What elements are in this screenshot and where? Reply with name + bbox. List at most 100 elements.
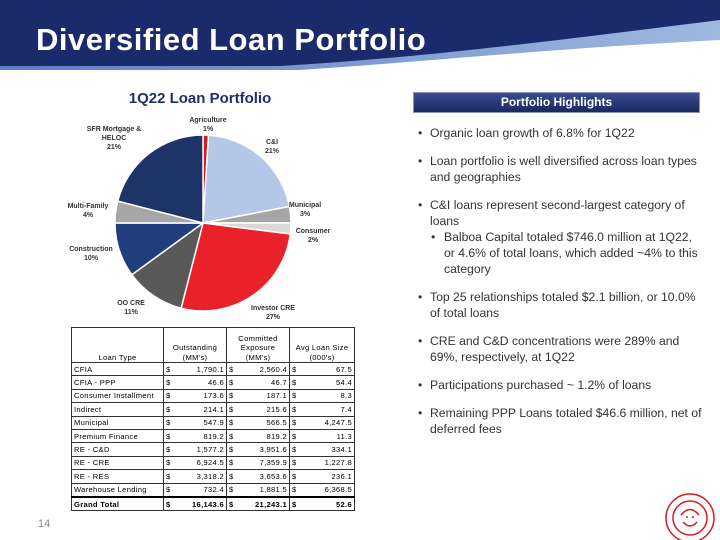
header-row: Loan Type Outstanding (MM's) Committed Exp… bbox=[71, 327, 355, 363]
pie-slice bbox=[116, 134, 204, 224]
loan-type: Municipal bbox=[71, 415, 164, 430]
pie-label: C&I 21% bbox=[252, 138, 292, 156]
pie-label: SFR Mortgage & HELOC 21% bbox=[74, 125, 154, 152]
currency: $ bbox=[226, 469, 239, 484]
amount: 334.1 bbox=[302, 442, 355, 457]
amount: 3,653.6 bbox=[239, 469, 290, 484]
amount: 1,790.1 bbox=[176, 361, 227, 377]
loan-type: CFIA bbox=[71, 361, 164, 377]
currency: $ bbox=[163, 415, 176, 430]
amount: 54.4 bbox=[302, 375, 355, 390]
bullet: Organic loan growth of 6.8% for 1Q22 bbox=[418, 125, 703, 141]
loan-type: Warehouse Lending bbox=[71, 482, 164, 498]
pie-label-name: Multi-Family bbox=[67, 203, 109, 210]
currency: $ bbox=[289, 442, 302, 457]
header-band bbox=[0, 0, 720, 66]
currency: $ bbox=[289, 388, 302, 404]
header-cell: Loan Type bbox=[71, 327, 164, 363]
loan-type: Grand Total bbox=[71, 495, 164, 512]
bullet-text: CRE and C&D concentrations were 289% and… bbox=[430, 334, 680, 364]
loan-type: Indirect bbox=[71, 402, 164, 417]
pie-label: Agriculture 1% bbox=[178, 116, 238, 134]
bullet: Top 25 relationships totaled $2.1 billio… bbox=[418, 289, 703, 321]
loan-table: Loan Type Outstanding (MM's) Committed Exp… bbox=[71, 327, 355, 512]
loan-type: RE - CRE bbox=[71, 455, 164, 471]
bullet: CRE and C&D concentrations were 289% and… bbox=[418, 333, 703, 365]
sub-bullet: Balboa Capital totaled $746.0 million at… bbox=[418, 229, 703, 277]
pie bbox=[114, 134, 292, 312]
amount: 1,577.2 bbox=[176, 442, 227, 457]
bullet-text: Top 25 relationships totaled $2.1 billio… bbox=[430, 290, 696, 320]
pie-label-name: C&I bbox=[265, 139, 279, 146]
pie-label-name: Agriculture bbox=[189, 117, 227, 124]
currency: $ bbox=[163, 428, 176, 444]
amount: 46.6 bbox=[176, 375, 227, 390]
highlights-list: Organic loan growth of 6.8% for 1Q22 Loan… bbox=[418, 125, 703, 449]
pie-slice bbox=[202, 134, 291, 224]
pie-slice bbox=[180, 222, 292, 312]
pie-label-value: 11% bbox=[124, 309, 138, 316]
currency: $ bbox=[289, 495, 302, 512]
amount: 7,359.9 bbox=[239, 455, 290, 471]
currency: $ bbox=[289, 402, 302, 417]
table-row: Indirect $214.1 $215.6 $7.4 bbox=[71, 402, 355, 417]
currency: $ bbox=[289, 361, 302, 377]
currency: $ bbox=[226, 415, 239, 430]
amount: 547.9 bbox=[176, 415, 227, 430]
currency: $ bbox=[289, 375, 302, 390]
currency: $ bbox=[226, 455, 239, 471]
loan-type: RE - RES bbox=[71, 469, 164, 484]
bullet: C&I loans represent second-largest categ… bbox=[418, 197, 703, 277]
amount: 3,951.6 bbox=[239, 442, 290, 457]
logo bbox=[665, 493, 715, 540]
pie-label-value: 27% bbox=[265, 314, 280, 321]
currency: $ bbox=[289, 415, 302, 430]
pie-label: Consumer 2% bbox=[288, 227, 338, 245]
pie-label: OO CRE 11% bbox=[106, 299, 156, 317]
currency: $ bbox=[226, 495, 239, 512]
bullet: Loan portfolio is well diversified acros… bbox=[418, 153, 703, 185]
pie-label-name: Consumer bbox=[295, 228, 331, 235]
page-number: 14 bbox=[38, 518, 51, 530]
table-row: Municipal $547.9 $566.5 $4,247.5 bbox=[71, 415, 355, 430]
currency: $ bbox=[289, 428, 302, 444]
currency: $ bbox=[163, 455, 176, 471]
currency: $ bbox=[163, 361, 176, 377]
pie-label-name: OO CRE bbox=[117, 300, 145, 307]
table-row: Grand Total $16,143.6 $21,243.1 $52.6 bbox=[71, 495, 355, 512]
chart-title: 1Q22 Loan Portfolio bbox=[128, 90, 272, 107]
currency: $ bbox=[226, 402, 239, 417]
amount: 215.6 bbox=[239, 402, 290, 417]
loan-type: CFIA - PPP bbox=[71, 375, 164, 390]
bullet-text: Organic loan growth of 6.8% for 1Q22 bbox=[430, 126, 635, 140]
bullet-text: C&I loans represent second-largest categ… bbox=[430, 198, 685, 228]
header-cell: Outstanding (MM's) bbox=[163, 327, 227, 363]
currency: $ bbox=[163, 402, 176, 417]
currency: $ bbox=[289, 455, 302, 471]
currency: $ bbox=[163, 482, 176, 498]
amount: 52.6 bbox=[302, 495, 355, 512]
loan-type: Premium Finance bbox=[71, 428, 164, 444]
pie-label-value: 1% bbox=[202, 126, 214, 133]
amount: 21,243.1 bbox=[239, 495, 290, 512]
amount: 1,227.8 bbox=[302, 455, 355, 471]
currency: $ bbox=[163, 388, 176, 404]
pie-label-name: Construction bbox=[69, 246, 113, 253]
currency: $ bbox=[163, 442, 176, 457]
amount: 11.3 bbox=[302, 428, 355, 444]
table-row: RE - RES $3,318.2 $3,653.6 $236.1 bbox=[71, 469, 355, 484]
currency: $ bbox=[226, 361, 239, 377]
currency: $ bbox=[226, 388, 239, 404]
pie-label-value: 3% bbox=[299, 211, 311, 218]
amount: 1,881.5 bbox=[239, 482, 290, 498]
pie-label: Investor CRE 27% bbox=[243, 304, 303, 322]
amount: 6,368.5 bbox=[302, 482, 355, 498]
pie-label-name: Investor CRE bbox=[251, 305, 295, 312]
header-cell: Committed Exposure (MM's) bbox=[226, 327, 290, 363]
amount: 67.5 bbox=[302, 361, 355, 377]
pie-label-value: 21% bbox=[264, 148, 279, 155]
bullet-text: Loan portfolio is well diversified acros… bbox=[430, 154, 697, 184]
slide-title: Diversified Loan Portfolio bbox=[36, 22, 427, 57]
